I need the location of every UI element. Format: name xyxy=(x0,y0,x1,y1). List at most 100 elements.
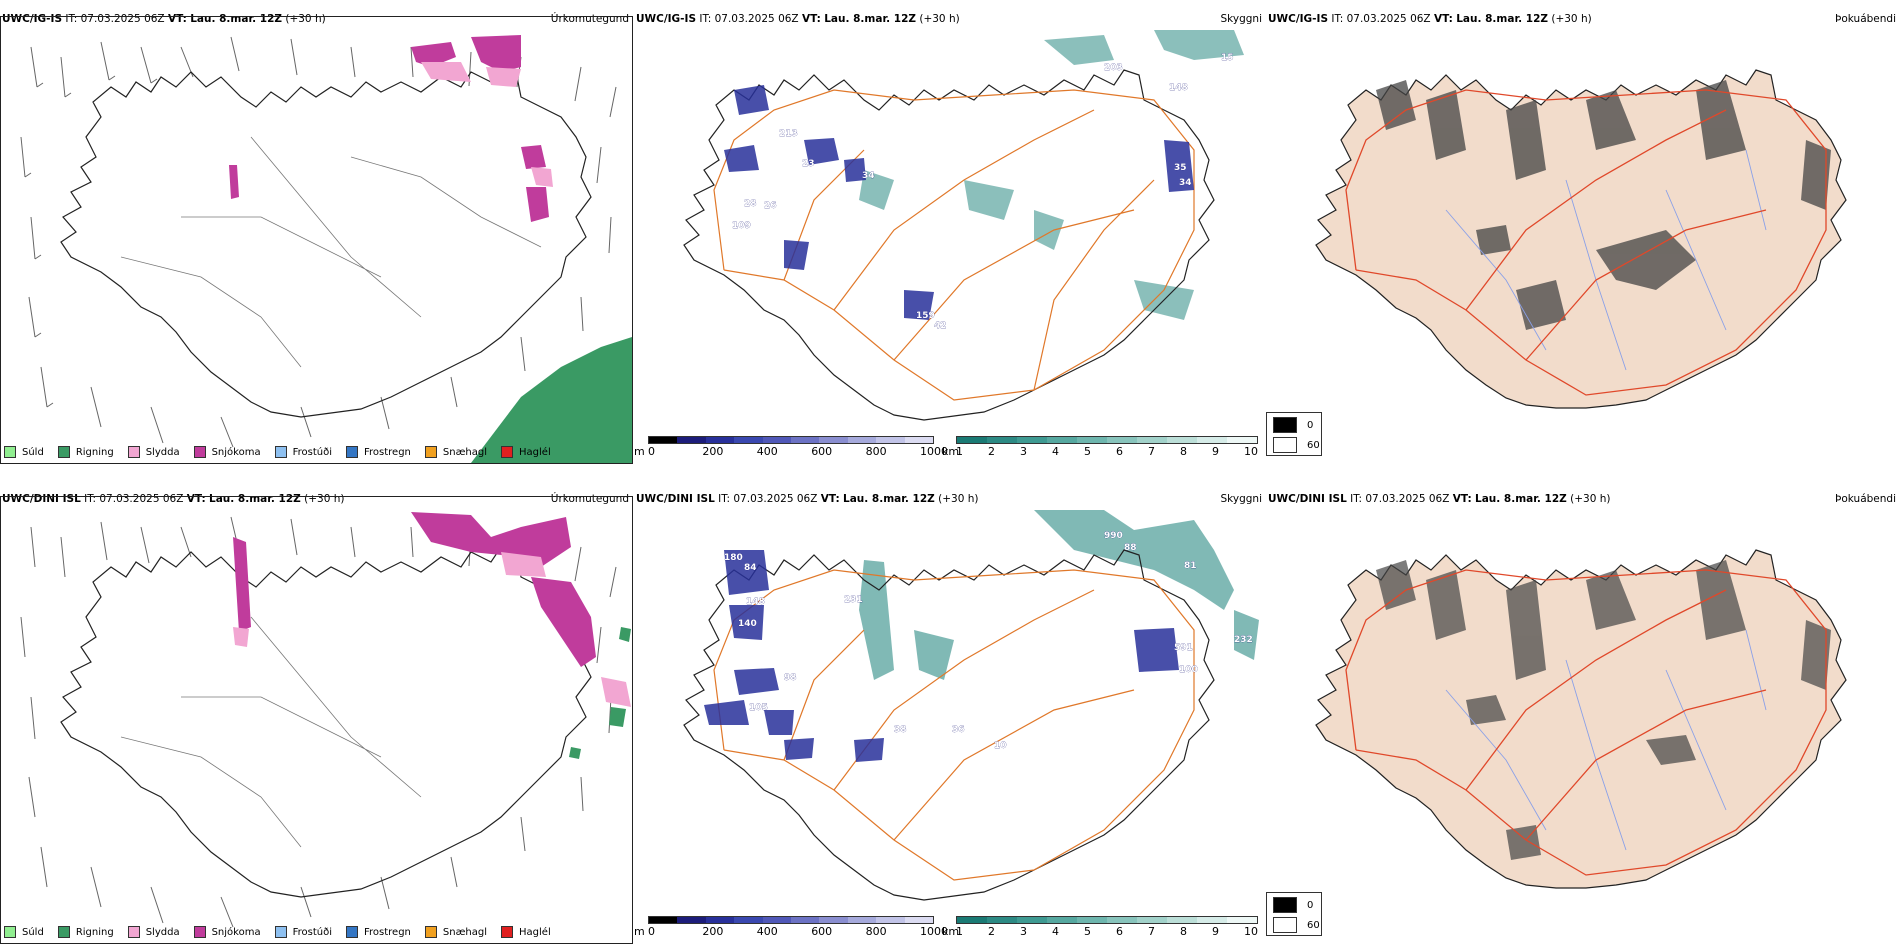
colorbar-strip xyxy=(648,436,934,444)
row2-ceiling-panel: UWC/DINI ISL IT: 07.03.2025 06Z VT: Lau.… xyxy=(634,492,1266,944)
fog-legend-label: 60 xyxy=(1307,439,1320,451)
legend-swatch xyxy=(274,446,287,458)
snow-patches xyxy=(233,512,596,667)
sleet-patches xyxy=(421,62,553,187)
roads xyxy=(713,89,1195,401)
vis-label: 28 xyxy=(744,199,757,209)
precip-map xyxy=(0,16,633,464)
colorbar-unit: km xyxy=(942,925,960,938)
colorbar-tick: 800 xyxy=(865,925,887,938)
colorbar-tick: 1 xyxy=(956,445,963,458)
legend-label: Snjókoma xyxy=(211,446,261,458)
colorbar-tick: 1000 xyxy=(920,445,948,458)
legend-swatch xyxy=(127,446,140,458)
vis-label: 81 xyxy=(1184,561,1197,571)
colorbar-segment xyxy=(1137,917,1167,923)
colorbar-tick: 6 xyxy=(1116,445,1123,458)
rain-dots xyxy=(569,627,631,759)
wind-barbs xyxy=(20,516,617,928)
legend-item: Frostúði xyxy=(274,446,332,458)
vis-label: 591 xyxy=(1174,643,1193,653)
legend-label: Haglél xyxy=(519,446,551,458)
colorbar-unit: km xyxy=(942,445,960,458)
ceiling-colorbar: m 0 200 400 600 800 1000 xyxy=(634,436,948,466)
colorbar-tick: 3 xyxy=(1020,445,1027,458)
colorbar-segment xyxy=(791,917,820,923)
row1-precip-panel: UWC/IG-IS IT: 07.03.2025 06Z VT: Lau. 8.… xyxy=(0,12,633,464)
precip-legend: Súld Rigning Slydda Snjókoma Frostúði Frostre… xyxy=(4,446,551,458)
vis-label: 990 xyxy=(1104,531,1123,541)
colorbar-segment xyxy=(819,437,848,443)
iceland-coast xyxy=(683,69,1215,421)
colorbar-segment xyxy=(1137,437,1167,443)
vis-label: 84 xyxy=(744,563,757,573)
colorbar-tick: 400 xyxy=(756,445,778,458)
vis-label: 159 xyxy=(916,311,935,321)
colorbar-strip xyxy=(956,916,1258,924)
vis-label: 34 xyxy=(1179,178,1192,188)
precip-map xyxy=(0,496,633,944)
legend-label: Slydda xyxy=(145,926,180,938)
precip-map-svg xyxy=(20,512,631,928)
vis-label: 36 xyxy=(952,725,965,735)
vis-label: 23 xyxy=(802,159,815,169)
colorbar-segment xyxy=(1167,917,1197,923)
model-name: UWC/DINI ISL xyxy=(1268,493,1347,505)
colorbar-segment xyxy=(649,437,678,443)
legend-swatch xyxy=(424,446,437,458)
blue-cloud-patches xyxy=(724,85,1194,320)
row1-ceiling-header: UWC/IG-IS IT: 07.03.2025 06Z VT: Lau. 8.… xyxy=(636,13,1262,25)
wind-barbs xyxy=(20,36,617,448)
legend-label: Frostúði xyxy=(292,446,332,458)
colorbar-segment xyxy=(847,917,877,923)
row2-fog-header: UWC/DINI ISL IT: 07.03.2025 06Z VT: Lau.… xyxy=(1268,493,1896,505)
vis-label: 98 xyxy=(784,673,797,683)
legend-label: Rigning xyxy=(75,446,114,458)
colorbar-tick: 8 xyxy=(1180,445,1187,458)
row1-ceiling-panel: UWC/IG-IS IT: 07.03.2025 06Z VT: Lau. 8.… xyxy=(634,12,1266,464)
colorbar-segment xyxy=(734,917,763,923)
model-name: UWC/IG-IS xyxy=(636,13,697,25)
fog-legend-swatch xyxy=(1273,417,1297,433)
colorbar-tick: 600 xyxy=(811,925,833,938)
vis-label: 203 xyxy=(1104,63,1123,73)
colorbar-segment xyxy=(705,437,735,443)
legend-swatch xyxy=(424,926,437,938)
colorbar-segment xyxy=(1077,437,1107,443)
ceiling-colorbar: m 0 200 400 600 800 1000 xyxy=(634,916,948,946)
legend-label: Snjókoma xyxy=(211,926,261,938)
colorbar-segment xyxy=(791,437,820,443)
legend-item: Snæhagl xyxy=(424,446,487,458)
legend-swatch xyxy=(274,926,287,938)
colorbar-tick: 6 xyxy=(1116,925,1123,938)
colorbar-tick: 10 xyxy=(1244,925,1258,938)
legend-item: Rigning xyxy=(57,446,114,458)
precip-legend: Súld Rigning Slydda Snjókoma Frostúði Frostre… xyxy=(4,926,551,938)
fog-legend-label: 0 xyxy=(1307,899,1314,911)
fog-legend-swatch xyxy=(1273,437,1297,453)
ceiling-map: 203 148 15 213 23 34 28 26 35 34 109 159… xyxy=(634,30,1266,430)
row2-precip-panel: UWC/DINI ISL IT: 07.03.2025 06Z VT: Lau.… xyxy=(0,492,633,944)
colorbar-strip xyxy=(956,436,1258,444)
colorbar-segment xyxy=(762,437,792,443)
colorbar-strip xyxy=(648,916,934,924)
colorbar-tick: 2 xyxy=(988,445,995,458)
colorbar-tick: 5 xyxy=(1084,445,1091,458)
legend-label: Súld xyxy=(22,446,44,458)
vis-label: 38 xyxy=(894,725,907,735)
colorbar-segment xyxy=(987,917,1017,923)
colorbar-tick: 0 xyxy=(648,925,655,938)
legend-label: Frostregn xyxy=(364,926,411,938)
colorbar-segment xyxy=(1017,917,1047,923)
legend-swatch xyxy=(501,446,514,458)
colorbar-segment xyxy=(649,917,678,923)
vis-label: 15 xyxy=(1221,53,1234,63)
legend-label: Rigning xyxy=(75,926,114,938)
vis-label: 180 xyxy=(724,553,743,563)
legend-swatch xyxy=(501,926,514,938)
fog-legend-item: 0 xyxy=(1273,897,1313,913)
colorbar-tick: 5 xyxy=(1084,925,1091,938)
roads xyxy=(713,569,1195,881)
vis-label: 148 xyxy=(746,597,765,607)
colorbar-tick: 7 xyxy=(1148,445,1155,458)
